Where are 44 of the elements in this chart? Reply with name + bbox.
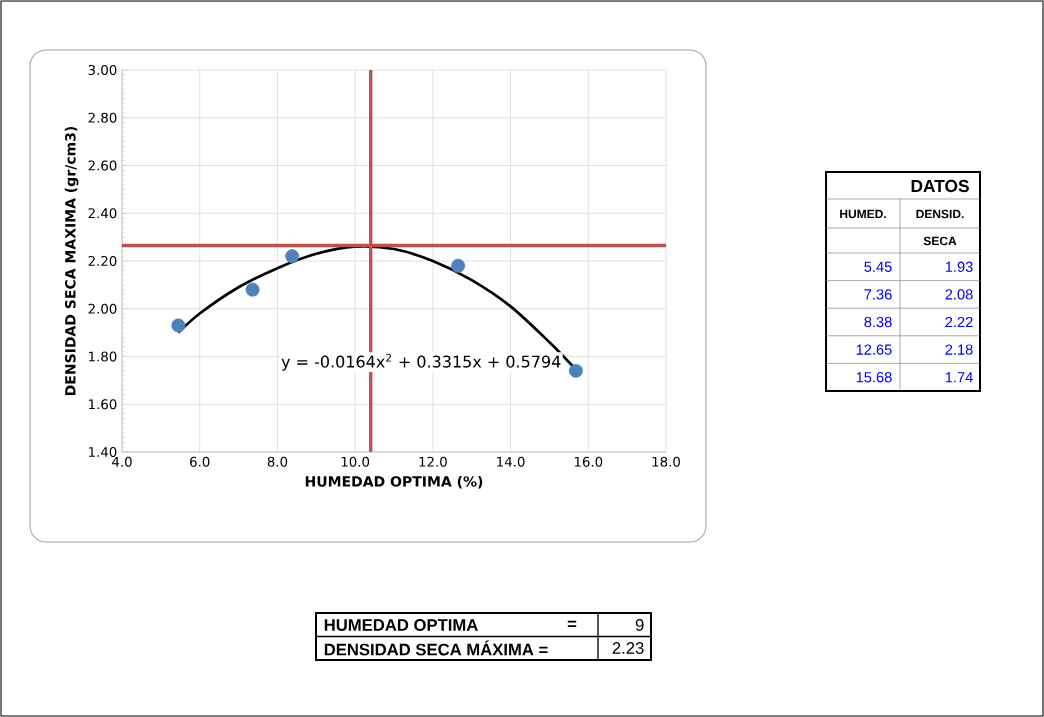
point xyxy=(245,282,260,297)
text: DENSID. xyxy=(916,209,964,219)
x-tick-label: 6.0 xyxy=(190,456,210,467)
y-tick-label: 1.80 xyxy=(89,351,117,362)
text: 2.18 xyxy=(945,344,973,355)
x-tick-label: 8.0 xyxy=(267,456,288,467)
text: 2.22 xyxy=(945,316,973,328)
y-axis-title: DENSIDAD SECA MAXIMA (gr/cm3) xyxy=(64,126,79,396)
text: 12.65 xyxy=(856,344,892,355)
point xyxy=(451,258,466,273)
y-tick-label: 2.80 xyxy=(88,112,117,123)
text: DENSIDAD SECA MÁXIMA = xyxy=(324,640,548,656)
text: 9 xyxy=(635,619,644,631)
x-tick-label: 18.0 xyxy=(652,456,680,467)
x-tick-label: 4.0 xyxy=(112,456,132,467)
y-tick-label: 2.00 xyxy=(88,303,117,314)
text: HUMEDAD OPTIMA xyxy=(324,619,478,631)
text: 7.36 xyxy=(864,289,892,300)
annotation: y = -0.0164x$^{2}$ + 0.3315x + 0.5794 xyxy=(281,353,561,371)
y-tick-label: 1.40 xyxy=(89,446,117,458)
text: 2.23 xyxy=(612,642,644,654)
y-tick-label: 3.00 xyxy=(88,64,117,76)
text: SECA xyxy=(923,236,957,246)
text: = xyxy=(567,620,577,627)
point xyxy=(285,249,300,264)
x-axis-title: HUMEDAD OPTIMA (%) xyxy=(305,475,483,489)
text: 8.38 xyxy=(864,316,892,328)
text: 15.68 xyxy=(856,372,892,383)
y-tick-label: 2.60 xyxy=(88,160,117,171)
y-tick-label: 2.40 xyxy=(88,208,117,219)
text: 1.93 xyxy=(945,261,973,272)
text: 2.08 xyxy=(945,289,973,300)
text: 1.74 xyxy=(945,372,973,383)
x-tick-label: 16.0 xyxy=(574,456,603,467)
y-tick-label: 2.20 xyxy=(88,255,117,267)
x-tick-label: 14.0 xyxy=(497,456,525,467)
point xyxy=(568,363,583,378)
text: DATOS xyxy=(911,179,969,193)
x-tick-label: 10.0 xyxy=(341,456,370,467)
text: HUMED. xyxy=(840,209,886,219)
y-tick-label: 1.60 xyxy=(89,399,117,410)
point xyxy=(171,318,186,333)
x-tick-label: 12.0 xyxy=(419,456,447,467)
text: 5.45 xyxy=(864,261,892,272)
